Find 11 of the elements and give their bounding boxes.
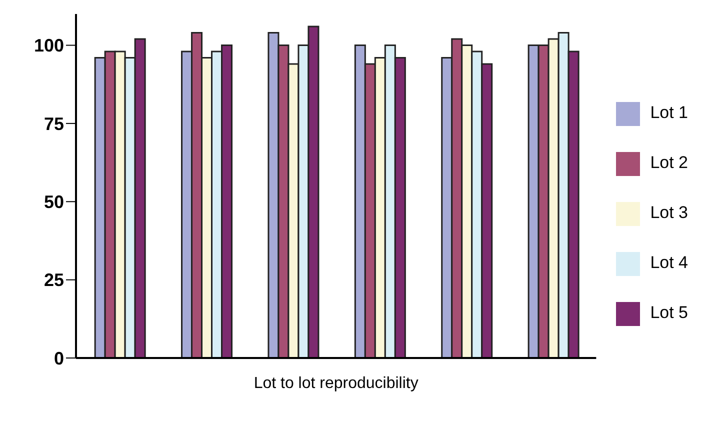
x-axis-title: Lot to lot reproducibility — [254, 375, 418, 392]
y-tick-label: 100 — [34, 36, 64, 56]
y-tick-label: 50 — [44, 192, 64, 212]
legend-label: Lot 1 — [650, 103, 688, 122]
legend-label: Lot 5 — [650, 303, 688, 322]
y-tick-label: 0 — [54, 348, 64, 368]
legend-label: Lot 2 — [650, 153, 688, 172]
legend-label: Lot 3 — [650, 203, 688, 222]
legend-label: Lot 4 — [650, 253, 688, 272]
y-tick-label: 25 — [44, 270, 64, 290]
y-tick-label: 75 — [44, 114, 64, 134]
